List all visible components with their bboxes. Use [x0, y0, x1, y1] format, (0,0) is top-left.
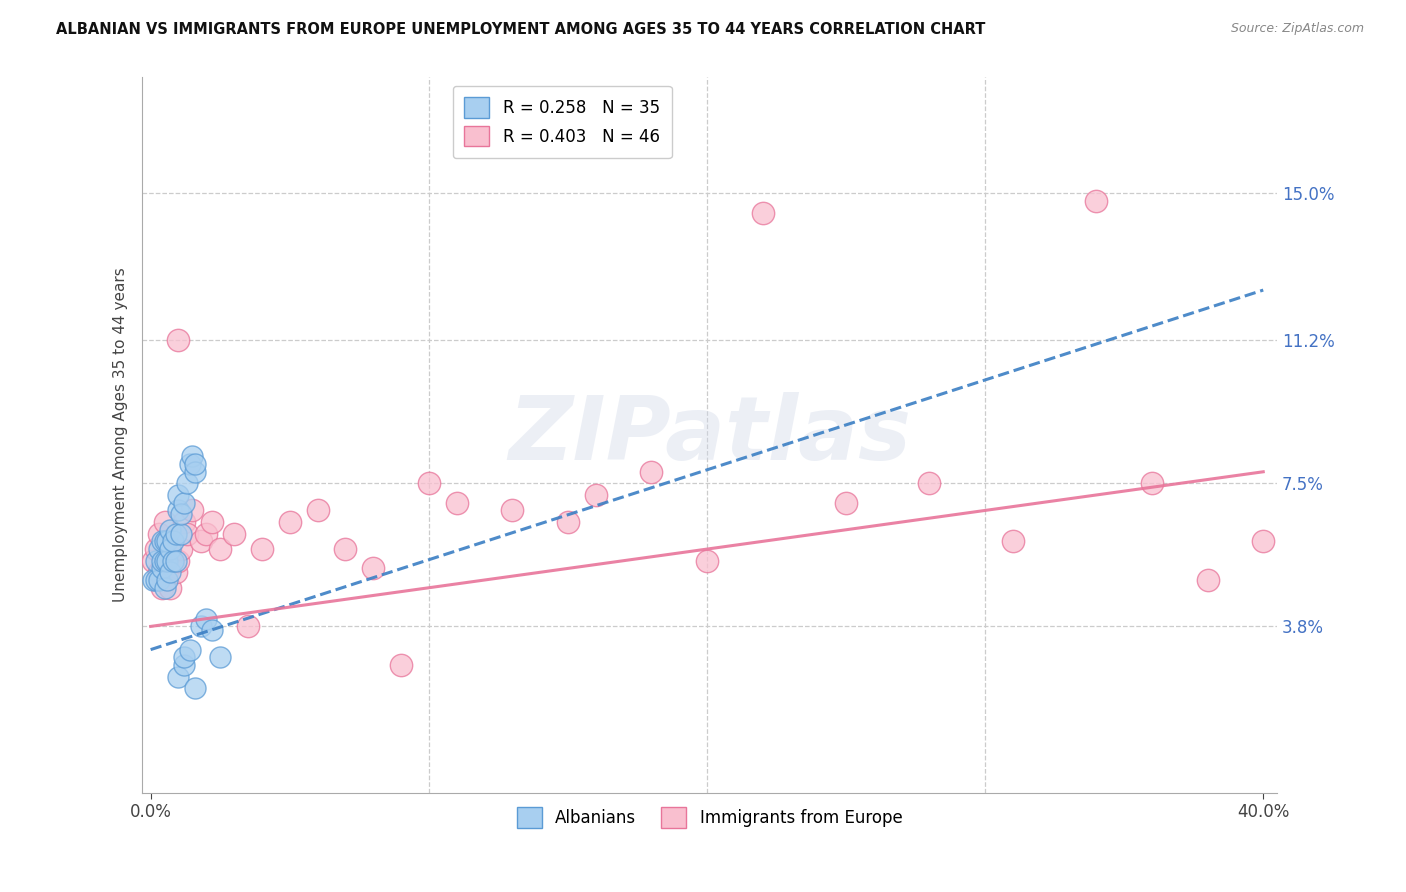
- Point: [1001, 534, 1024, 549]
- Point: [162, 534, 184, 549]
- Point: [751, 206, 773, 220]
- Point: [307, 503, 329, 517]
- Point: [181, 450, 204, 464]
- Point: [1197, 573, 1219, 587]
- Point: [153, 581, 176, 595]
- Point: [446, 496, 468, 510]
- Point: [156, 534, 179, 549]
- Point: [1140, 476, 1163, 491]
- Point: [201, 515, 224, 529]
- Point: [153, 534, 176, 549]
- Point: [145, 542, 167, 557]
- Y-axis label: Unemployment Among Ages 35 to 44 years: Unemployment Among Ages 35 to 44 years: [114, 268, 128, 602]
- Point: [167, 503, 190, 517]
- Point: [170, 508, 193, 522]
- Text: Source: ZipAtlas.com: Source: ZipAtlas.com: [1230, 22, 1364, 36]
- Point: [190, 619, 212, 633]
- Point: [162, 554, 184, 568]
- Point: [1251, 534, 1274, 549]
- Point: [156, 534, 179, 549]
- Point: [173, 515, 195, 529]
- Point: [209, 650, 232, 665]
- Point: [190, 534, 212, 549]
- Point: [179, 642, 201, 657]
- Point: [167, 670, 190, 684]
- Point: [148, 542, 170, 557]
- Point: [153, 554, 176, 568]
- Point: [165, 526, 187, 541]
- Point: [159, 523, 181, 537]
- Point: [148, 566, 170, 580]
- Point: [501, 503, 523, 517]
- Point: [170, 542, 193, 557]
- Point: [156, 554, 179, 568]
- Point: [278, 515, 301, 529]
- Point: [173, 650, 195, 665]
- Point: [585, 488, 607, 502]
- Point: [159, 542, 181, 557]
- Point: [389, 658, 412, 673]
- Point: [145, 573, 167, 587]
- Text: ZIPatlas: ZIPatlas: [508, 392, 911, 478]
- Point: [156, 566, 179, 580]
- Point: [250, 542, 273, 557]
- Point: [156, 573, 179, 587]
- Point: [150, 554, 173, 568]
- Point: [209, 542, 232, 557]
- Point: [159, 581, 181, 595]
- Point: [184, 681, 207, 696]
- Point: [195, 526, 218, 541]
- Point: [148, 573, 170, 587]
- Point: [153, 554, 176, 568]
- Point: [179, 457, 201, 471]
- Point: [335, 542, 357, 557]
- Point: [184, 465, 207, 479]
- Point: [150, 581, 173, 595]
- Point: [222, 526, 245, 541]
- Point: [142, 554, 165, 568]
- Point: [640, 465, 662, 479]
- Legend: Albanians, Immigrants from Europe: Albanians, Immigrants from Europe: [510, 801, 910, 834]
- Point: [167, 334, 190, 348]
- Point: [142, 573, 165, 587]
- Point: [165, 566, 187, 580]
- Point: [173, 496, 195, 510]
- Point: [835, 496, 858, 510]
- Point: [150, 561, 173, 575]
- Point: [418, 476, 440, 491]
- Point: [557, 515, 579, 529]
- Point: [181, 503, 204, 517]
- Point: [173, 658, 195, 673]
- Point: [176, 526, 198, 541]
- Point: [176, 476, 198, 491]
- Point: [159, 542, 181, 557]
- Point: [159, 566, 181, 580]
- Point: [167, 554, 190, 568]
- Point: [184, 457, 207, 471]
- Point: [165, 554, 187, 568]
- Point: [918, 476, 941, 491]
- Point: [361, 561, 384, 575]
- Point: [162, 554, 184, 568]
- Point: [1085, 194, 1108, 209]
- Point: [195, 612, 218, 626]
- Point: [145, 554, 167, 568]
- Point: [201, 624, 224, 638]
- Point: [148, 526, 170, 541]
- Point: [170, 526, 193, 541]
- Point: [153, 515, 176, 529]
- Point: [167, 488, 190, 502]
- Point: [696, 554, 718, 568]
- Point: [150, 534, 173, 549]
- Text: ALBANIAN VS IMMIGRANTS FROM EUROPE UNEMPLOYMENT AMONG AGES 35 TO 44 YEARS CORREL: ALBANIAN VS IMMIGRANTS FROM EUROPE UNEMP…: [56, 22, 986, 37]
- Point: [236, 619, 259, 633]
